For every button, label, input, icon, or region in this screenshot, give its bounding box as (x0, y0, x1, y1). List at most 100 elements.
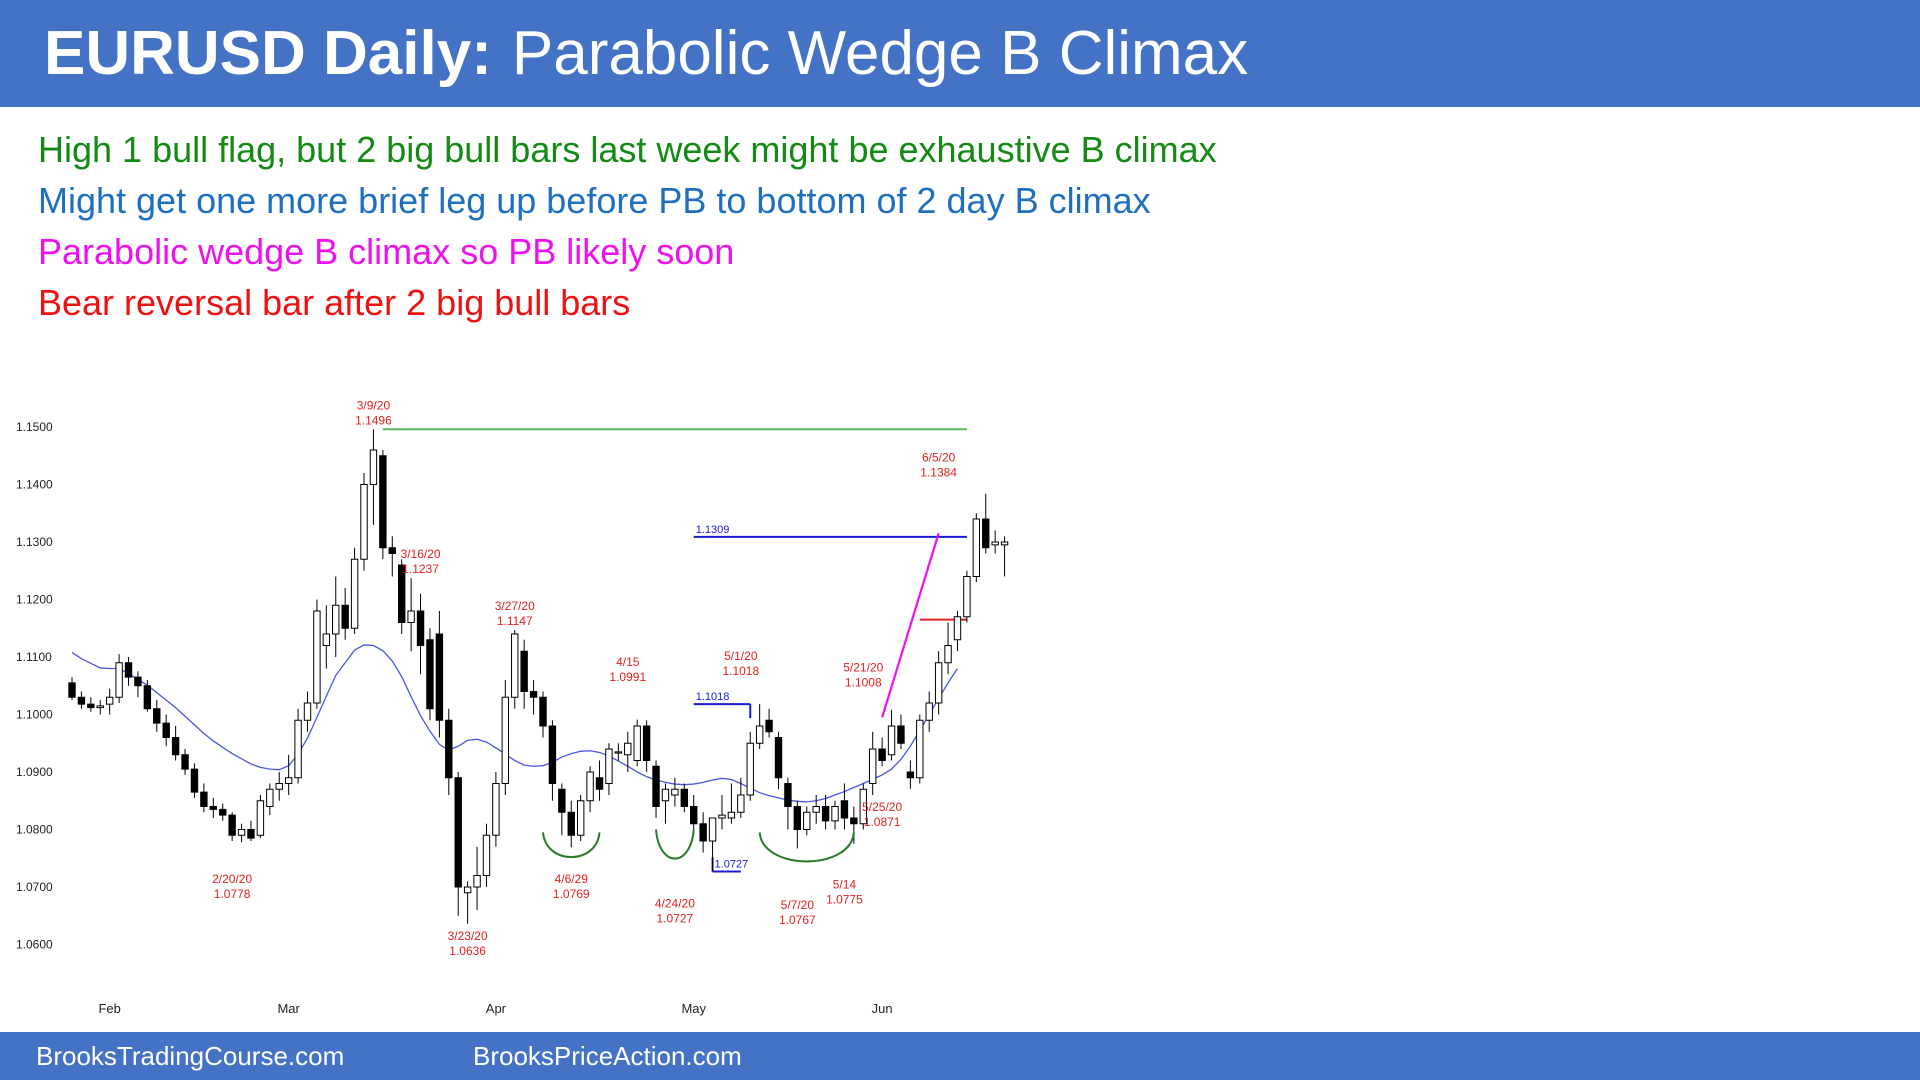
candle-body (379, 455, 387, 549)
candle-body (821, 806, 830, 822)
candle-body (200, 791, 208, 807)
candle-body (906, 771, 915, 779)
y-tick-label: 1.1400 (16, 478, 53, 492)
candle-body (341, 604, 349, 629)
candle-body (680, 788, 688, 807)
price-annotation: 1.0778 (214, 887, 251, 901)
candle-body (143, 685, 152, 710)
price-annotation: 1.1147 (497, 614, 533, 628)
title-instrument: EURUSD Daily: (44, 19, 492, 88)
candle-body (105, 696, 114, 705)
price-annotation: 6/5/20 (922, 451, 956, 465)
price-annotation: 3/9/20 (357, 398, 391, 412)
price-annotation: 1.0767 (779, 913, 816, 927)
candle-body (708, 817, 717, 842)
candle-body (803, 811, 811, 830)
candle-body (162, 722, 170, 738)
note-bear-reversal: Bear reversal bar after 2 big bull bars (38, 282, 631, 323)
candle-body (322, 633, 331, 646)
price-annotation: 5/7/20 (781, 898, 815, 912)
candle-body (520, 650, 528, 692)
x-tick-label: Jun (872, 1001, 893, 1016)
candle-body (812, 806, 820, 813)
price-annotation: 1.0769 (553, 887, 590, 901)
candle-body (925, 702, 933, 721)
price-annotation: 3/27/20 (495, 599, 535, 613)
title-bar: EURUSD Daily: Parabolic Wedge B Climax (0, 0, 1920, 107)
x-tick-label: Feb (98, 1001, 120, 1016)
price-annotation: 1.0775 (826, 893, 863, 907)
note-one-more-leg: Might get one more brief leg up before P… (38, 180, 1151, 221)
candle-body (181, 754, 189, 770)
double-bottom-arc (758, 832, 855, 863)
candle-body (87, 703, 95, 709)
candle-body (294, 719, 302, 779)
candle-body (492, 783, 500, 836)
title-subtitle: Parabolic Wedge B Climax (511, 19, 1249, 88)
candle-body (350, 558, 359, 629)
candle-body (134, 676, 142, 687)
candle-body (426, 639, 434, 710)
price-annotation: 4/24/20 (655, 897, 695, 911)
commentary: High 1 bull flag, but 2 big bull bars la… (38, 124, 1217, 328)
price-annotation: 1.0727 (657, 912, 694, 926)
candle-body (642, 725, 651, 761)
candle-body (934, 662, 943, 704)
y-tick-label: 1.1000 (16, 708, 53, 722)
parabolic-wedge-line (881, 533, 940, 718)
candle-body (699, 823, 707, 842)
candle-body (746, 742, 754, 796)
candle-body (548, 725, 557, 784)
candle-body (718, 814, 726, 819)
price-annotation: 1.1496 (355, 413, 392, 427)
moving-average-line (71, 644, 959, 803)
candle-body (369, 449, 378, 485)
candle-body (445, 719, 453, 779)
y-tick-label: 1.0900 (16, 765, 53, 779)
price-annotation: 1.1384 (920, 466, 957, 480)
candle-body (982, 518, 990, 549)
y-tick-label: 1.1200 (16, 593, 53, 607)
price-annotation: 5/14 (833, 878, 857, 892)
candle-body (511, 633, 519, 698)
candle-body (944, 645, 952, 664)
candle-body (887, 725, 896, 756)
candle-body (595, 777, 604, 790)
candle-body (727, 811, 736, 819)
candle-body (284, 777, 293, 784)
candle-body (878, 748, 886, 761)
candle-body (793, 806, 802, 830)
candle-body (605, 748, 613, 784)
double-bottom-arc (542, 832, 601, 858)
candle-body (755, 725, 764, 744)
candle-body (529, 691, 538, 698)
candle-body (407, 610, 415, 623)
candle-body (784, 783, 792, 807)
y-tick-label: 1.0700 (16, 880, 53, 894)
candle-body (624, 742, 632, 756)
candle-body (190, 768, 199, 793)
footer-trading-course: BrooksTradingCourse.com (36, 1041, 345, 1071)
candle-body (454, 777, 462, 888)
candle-body (115, 662, 123, 698)
candle-body (68, 682, 76, 698)
candle-body (96, 705, 104, 709)
candle-body (840, 800, 849, 819)
price-annotation: 5/1/20 (724, 649, 758, 663)
candle-body (463, 886, 472, 894)
candle-body (633, 725, 641, 761)
candlestick-chart: 1.0600 1.0700 1.0800 1.0900 1.1000 1.1100 1.12… (16, 398, 1009, 1016)
x-tick-label: Mar (277, 1001, 300, 1016)
candle-body (501, 696, 510, 784)
candle-body (473, 875, 481, 888)
price-annotation: 5/21/20 (843, 661, 883, 675)
price-annotation: 3/16/20 (401, 547, 441, 561)
candle-body (228, 814, 236, 836)
footer-price-action: BrooksPriceAction.com (473, 1041, 742, 1071)
price-annotation: 1.0991 (609, 670, 646, 684)
candle-body (963, 576, 971, 618)
price-annotation: 5/25/20 (862, 800, 902, 814)
candle-body (558, 788, 566, 813)
candle-body (237, 829, 246, 836)
candle-body (850, 817, 858, 825)
